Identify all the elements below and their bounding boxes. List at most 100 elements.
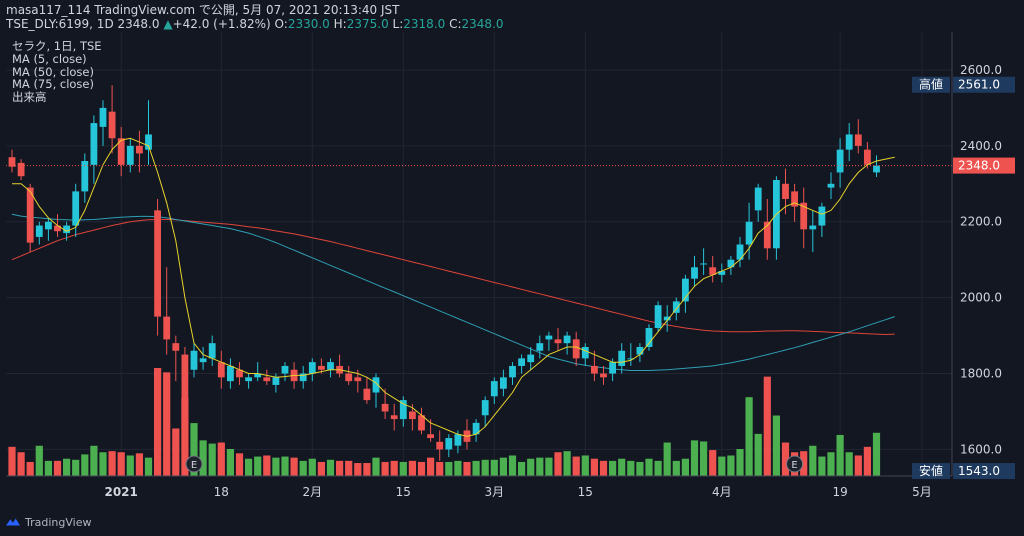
candle-body: [481, 400, 489, 416]
candle-body: [654, 305, 662, 328]
volume-bar: [681, 458, 689, 476]
volume-bar: [354, 463, 362, 476]
candle-body: [836, 149, 844, 173]
candle-body: [600, 373, 607, 378]
candle-body: [800, 202, 808, 230]
candle-body: [263, 377, 271, 382]
volume-bar: [518, 461, 526, 476]
y-tick-label: 1600.0: [960, 442, 1002, 456]
candle-body: [809, 225, 817, 230]
volume-bar: [427, 457, 435, 476]
y-tick-label: 2000.0: [960, 291, 1002, 305]
volume-bar: [363, 463, 371, 476]
volume-bar: [818, 456, 826, 476]
volume-bar: [672, 460, 680, 476]
volume-bar: [654, 460, 662, 476]
brand-label: TradingView: [25, 515, 92, 529]
candle-body: [763, 221, 771, 249]
x-tick-label: 19: [832, 485, 847, 499]
legend-volume[interactable]: 出来高: [12, 90, 47, 105]
volume-bar: [172, 428, 180, 476]
candle-body: [90, 123, 98, 165]
volume-bar: [190, 423, 198, 476]
volume-bar: [754, 433, 762, 476]
candle-body: [390, 415, 398, 420]
candle-body: [554, 339, 562, 344]
volume-bar: [527, 458, 535, 476]
high-label: H:: [333, 17, 347, 31]
volume-bar: [463, 461, 471, 476]
candle-body: [281, 365, 289, 374]
legend-ma50[interactable]: MA (50, close): [12, 64, 94, 79]
volume-bar: [572, 456, 580, 476]
candle-body: [199, 358, 207, 363]
candle-body: [409, 411, 416, 420]
volume-bar: [581, 455, 589, 476]
volume-bar: [690, 440, 699, 476]
candle-body: [663, 316, 671, 321]
volume-bar: [599, 460, 608, 476]
candle-body: [63, 225, 70, 234]
volume-bar: [181, 398, 189, 476]
volume-bar: [845, 452, 853, 476]
candle-body: [782, 183, 789, 199]
change-value: +42.0 (+1.82%): [172, 17, 271, 31]
legend-ma75[interactable]: MA (75, close): [12, 77, 94, 92]
candle-body: [208, 343, 216, 359]
volume-bar: [72, 459, 80, 476]
price-marker-value: 2348.0: [958, 159, 1000, 173]
volume-bar: [308, 458, 316, 476]
volume-bar: [99, 452, 107, 476]
x-tick-label: 5月: [912, 485, 932, 499]
volume-bar: [317, 461, 325, 476]
close-value: 2348.0: [461, 17, 504, 31]
candle-body: [854, 134, 862, 146]
candle-body: [709, 267, 717, 275]
chart-title: masa117_114 TradingView.com で公開, 5月 07, …: [6, 3, 400, 17]
x-tick-label: 15: [578, 485, 593, 499]
high-value: 2375.0: [346, 17, 389, 31]
y-tick-label: 2400.0: [960, 139, 1002, 153]
legend-ma5[interactable]: MA (5, close): [12, 51, 87, 66]
volume-bar: [627, 460, 635, 476]
legend-title: セラク, 1日, TSE: [12, 39, 102, 53]
candle-body: [399, 400, 407, 420]
volume-bar: [481, 459, 489, 476]
candle-body: [700, 263, 707, 265]
candle-body: [609, 362, 616, 374]
volume-bar: [663, 442, 671, 476]
volume-bar: [872, 432, 881, 476]
chart-area[interactable]: E E 2600.0 2400.0 2200.0 2000.0 1800.0 1600.0 20…: [6, 32, 1018, 508]
volume-bar: [763, 376, 771, 476]
price-marker-box: [953, 463, 1015, 480]
y-tick-label: 2200.0: [960, 215, 1002, 229]
candle-body: [536, 343, 544, 351]
candle-body: [591, 365, 598, 374]
volume-bar: [135, 453, 143, 476]
price-chart[interactable]: E E 2600.0 2400.0 2200.0 2000.0 1800.0 1600.0 20…: [6, 32, 1018, 508]
volume-bar: [199, 440, 207, 476]
candle-body: [581, 346, 589, 359]
volume-bar: [299, 460, 307, 476]
volume-bar: [590, 458, 598, 476]
candle-body: [436, 441, 444, 450]
volume-bar: [399, 461, 407, 476]
candle-body: [172, 343, 180, 351]
candle-body: [272, 377, 280, 385]
volume-bar: [445, 461, 453, 476]
candle-body: [864, 149, 871, 165]
candle-body: [217, 362, 225, 378]
candle-body: [381, 403, 389, 412]
volume-bar: [281, 456, 289, 476]
tradingview-brand[interactable]: TradingView: [6, 512, 91, 532]
volume-bar: [781, 442, 790, 476]
candle-body: [117, 138, 125, 165]
candle-body: [318, 365, 325, 370]
volume-bar: [163, 372, 171, 476]
volume-bar: [235, 453, 244, 476]
candle-body: [518, 358, 525, 366]
candle-body: [372, 377, 380, 393]
candle-body: [845, 134, 853, 150]
volume-bar: [836, 434, 844, 476]
candle-body: [627, 358, 635, 360]
